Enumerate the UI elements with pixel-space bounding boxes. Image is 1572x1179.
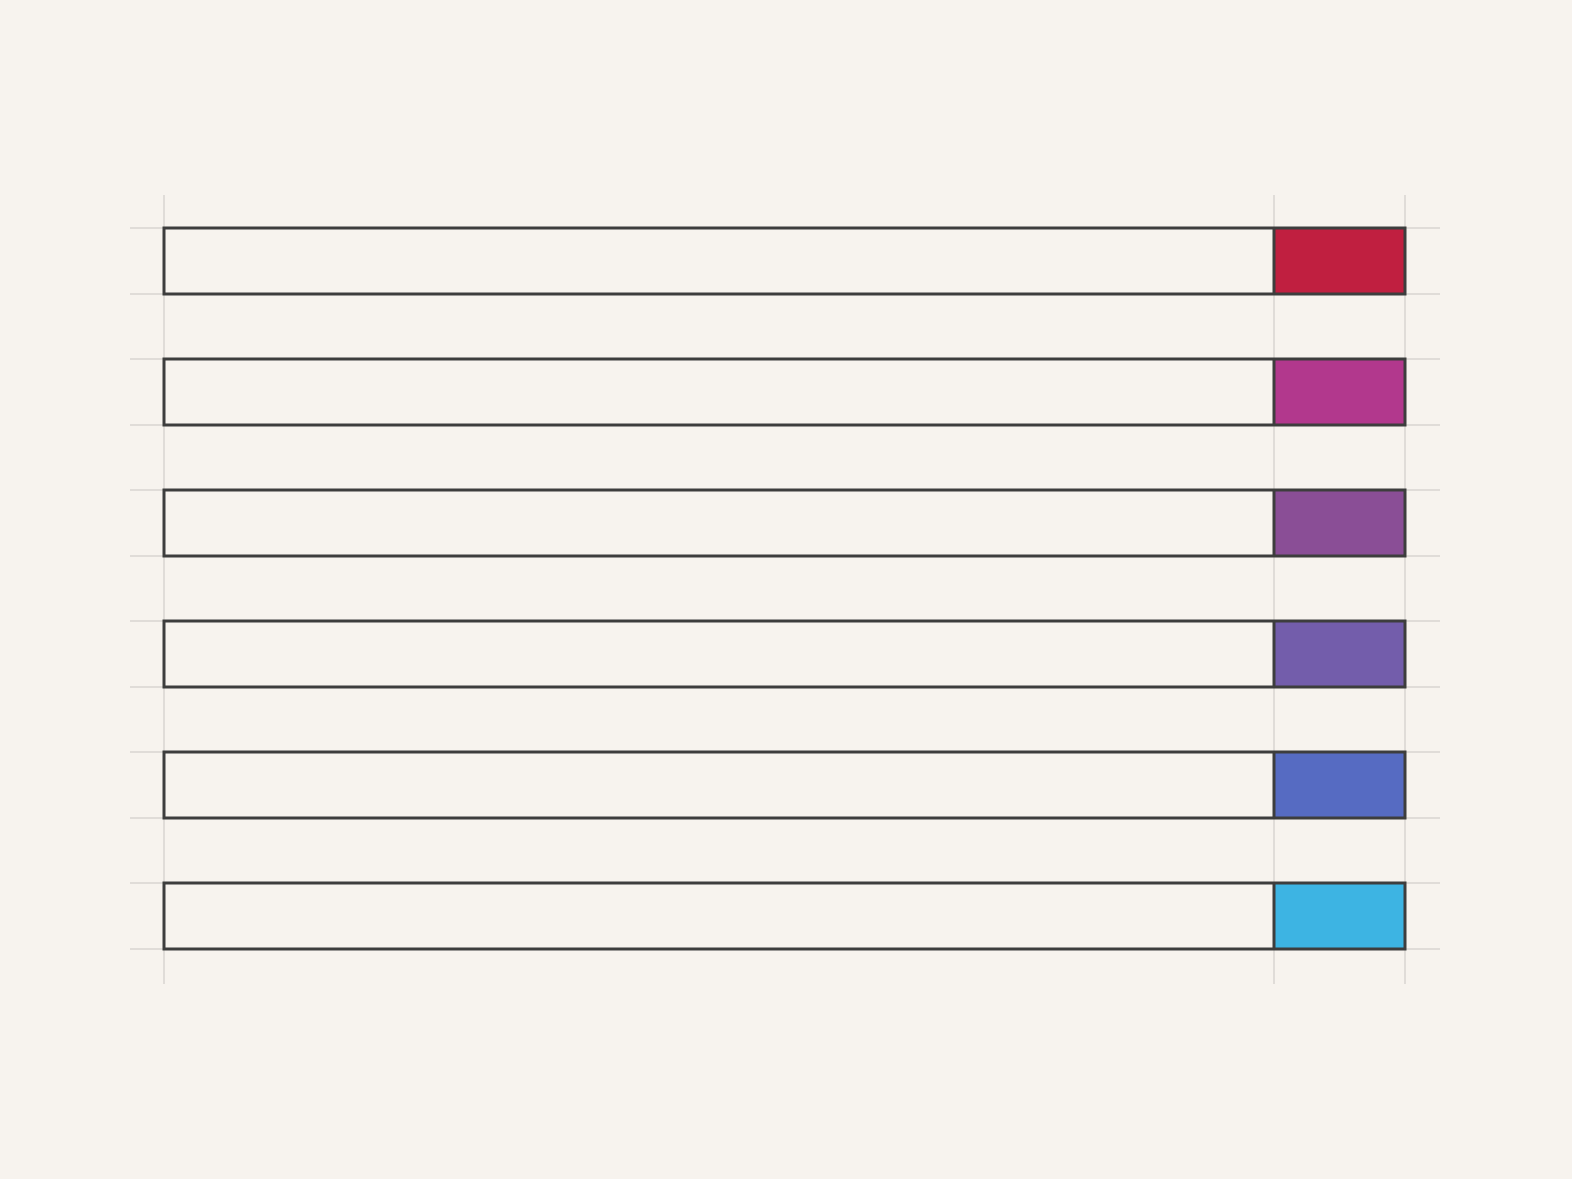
input-field bbox=[162, 488, 1276, 558]
row bbox=[162, 226, 1407, 296]
row bbox=[162, 750, 1407, 820]
rows bbox=[162, 226, 1407, 951]
input-field bbox=[162, 357, 1276, 427]
guides bbox=[130, 195, 1440, 984]
row bbox=[162, 357, 1407, 427]
input-field bbox=[162, 750, 1276, 820]
input-field bbox=[162, 881, 1276, 951]
input-field bbox=[162, 619, 1276, 689]
color-swatch bbox=[1272, 488, 1407, 558]
color-swatch bbox=[1272, 357, 1407, 427]
row bbox=[162, 619, 1407, 689]
color-swatch bbox=[1272, 750, 1407, 820]
row bbox=[162, 488, 1407, 558]
color-swatch bbox=[1272, 226, 1407, 296]
row bbox=[162, 881, 1407, 951]
input-field bbox=[162, 226, 1276, 296]
color-swatch bbox=[1272, 881, 1407, 951]
color-swatch bbox=[1272, 619, 1407, 689]
